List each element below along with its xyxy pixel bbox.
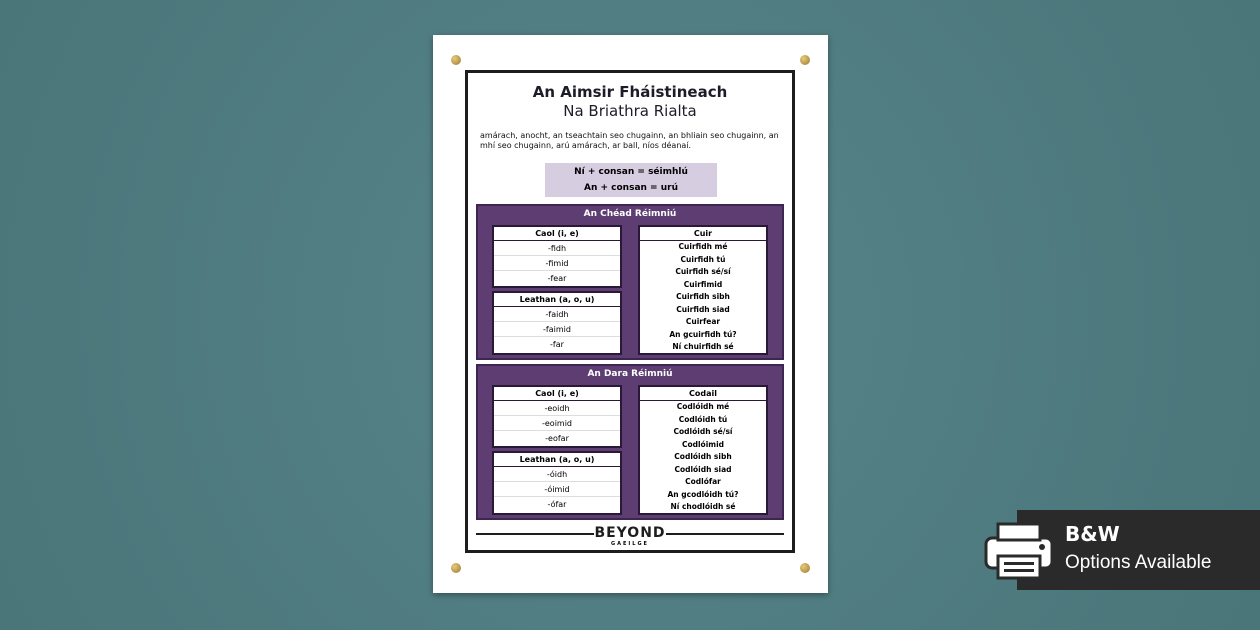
table-row: -óidh bbox=[494, 467, 620, 482]
table-row: Cuirfidh tú bbox=[680, 254, 726, 264]
table-row: Codlóidh mé bbox=[676, 402, 730, 411]
table-row: -faidh bbox=[494, 307, 620, 322]
pin-icon bbox=[451, 55, 461, 65]
table-row: Codlóidh tú bbox=[678, 414, 728, 424]
caol-table: Caol (i, e) -eoidh -eoimid -eofar bbox=[492, 385, 622, 448]
poster: An Aimsir Fháistineach Na Briathra Rialt… bbox=[433, 35, 828, 593]
logo-main: BEYOND bbox=[594, 525, 666, 541]
table-header: Leathan (a, o, u) bbox=[494, 293, 620, 307]
table-row: -eoidh bbox=[494, 401, 620, 416]
divider bbox=[666, 533, 784, 535]
table-row: Codlóidh sibh bbox=[674, 452, 732, 461]
table-row: Ní chuirfidh sé bbox=[672, 342, 734, 351]
table-row: Cuirfidh mé bbox=[678, 242, 728, 251]
printer-icon bbox=[984, 522, 1054, 580]
table-row: -fear bbox=[547, 274, 567, 283]
table-row: Cuirfear bbox=[685, 317, 721, 326]
verb-table: Codail Codlóidh mé Codlóidh tú Codlóidh sé/… bbox=[638, 385, 768, 515]
table-row: An gcodlóidh tú? bbox=[667, 489, 739, 499]
pin-icon bbox=[800, 563, 810, 573]
rule-line: An + consan = urú bbox=[583, 183, 678, 193]
table-row: -óimid bbox=[494, 482, 620, 497]
group-title: An Dara Réimniú bbox=[587, 369, 673, 379]
leathan-table: Leathan (a, o, u) -faidh -faimid -far bbox=[492, 291, 622, 355]
table-row: -faimid bbox=[494, 322, 620, 337]
rule-line: Ní + consan = séimhlú bbox=[574, 167, 688, 177]
table-row: -ófar bbox=[547, 500, 567, 509]
table-row: -far bbox=[550, 340, 564, 349]
table-row: -eofar bbox=[545, 434, 569, 443]
conjugation-group: An Chéad Réimniú Caol (i, e) -fidh -fimid -f… bbox=[476, 204, 784, 360]
caol-table: Caol (i, e) -fidh -fimid -fear bbox=[492, 225, 622, 288]
table-row: Cuirfimid bbox=[683, 279, 723, 289]
bw-options-badge: B&W Options Available bbox=[984, 510, 1260, 590]
badge-text: Options Available bbox=[1065, 552, 1212, 573]
table-row: -fidh bbox=[494, 241, 620, 256]
table-row: An gcuirfidh tú? bbox=[669, 329, 737, 339]
table-row: Codlóidh sé/sí bbox=[673, 427, 733, 436]
group-title: An Chéad Réimniú bbox=[583, 209, 677, 219]
table-header: Leathan (a, o, u) bbox=[494, 453, 620, 467]
verb-table: Cuir Cuirfidh mé Cuirfidh tú Cuirfidh sé/sí… bbox=[638, 225, 768, 355]
divider bbox=[476, 533, 594, 535]
logo-sub: GAEILGE bbox=[611, 541, 649, 547]
rule-box: Ní + consan = séimhlú An + consan = urú bbox=[545, 163, 717, 197]
table-row: Ní chodlóidh sé bbox=[670, 502, 736, 511]
table-row: Cuirfidh siad bbox=[676, 304, 730, 314]
table-header: Cuir bbox=[640, 227, 766, 241]
badge-title: B&W bbox=[1065, 522, 1120, 546]
table-header: Codail bbox=[640, 387, 766, 401]
table-header: Caol (i, e) bbox=[494, 387, 620, 401]
poster-title: An Aimsir Fháistineach bbox=[532, 83, 728, 101]
conjugation-group: An Dara Réimniú Caol (i, e) -eoidh -eoimid -… bbox=[476, 364, 784, 520]
table-row: Codlófar bbox=[685, 477, 721, 486]
table-row: Cuirfidh sibh bbox=[676, 292, 730, 301]
table-row: Cuirfidh sé/sí bbox=[675, 267, 731, 276]
table-row: Codlóimid bbox=[681, 439, 725, 449]
pin-icon bbox=[451, 563, 461, 573]
time-words: amárach, anocht, an tseachtain seo chuga… bbox=[480, 131, 779, 150]
beyond-logo: BEYOND GAEILGE bbox=[468, 526, 792, 548]
table-row: -fimid bbox=[494, 256, 620, 271]
table-row: -eoimid bbox=[494, 416, 620, 431]
pin-icon bbox=[800, 55, 810, 65]
poster-frame: An Aimsir Fháistineach Na Briathra Rialt… bbox=[465, 70, 795, 553]
poster-subtitle: Na Briathra Rialta bbox=[563, 102, 697, 120]
table-header: Caol (i, e) bbox=[494, 227, 620, 241]
leathan-table: Leathan (a, o, u) -óidh -óimid -ófar bbox=[492, 451, 622, 515]
table-row: Codlóidh siad bbox=[674, 464, 732, 474]
